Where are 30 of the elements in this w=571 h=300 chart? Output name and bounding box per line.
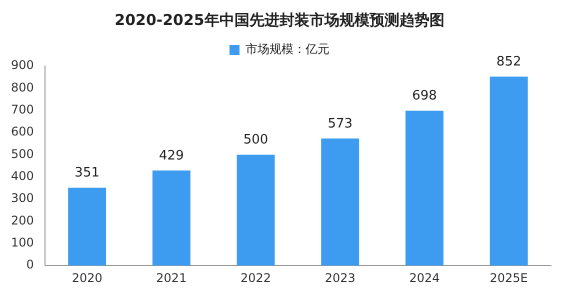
y-tick-label: 600 <box>11 124 34 139</box>
bar <box>152 170 190 266</box>
y-tick-label: 200 <box>11 213 34 228</box>
legend-label: 市场规模：亿元 <box>246 42 330 56</box>
x-tick-label: 2022 <box>240 270 272 285</box>
bar <box>236 154 275 266</box>
y-tick-label: 100 <box>11 236 34 250</box>
y-tick-label: 300 <box>11 191 34 206</box>
x-tick-label: 2020 <box>72 270 102 285</box>
data-label: 573 <box>328 116 353 132</box>
y-tick-label: 400 <box>11 169 34 184</box>
data-label: 698 <box>412 88 437 104</box>
data-label: 500 <box>243 132 268 148</box>
y-tick-label: 900 <box>11 58 34 72</box>
x-tick-label: 2024 <box>409 270 440 285</box>
bar <box>68 188 106 266</box>
y-tick-label: 700 <box>11 102 34 116</box>
data-label: 852 <box>496 54 522 70</box>
bar <box>406 110 444 266</box>
data-label: 351 <box>74 166 100 181</box>
y-tick-label: 0 <box>26 258 34 272</box>
bar <box>490 76 528 266</box>
data-label: 429 <box>159 148 184 164</box>
y-tick-label: 500 <box>11 146 34 161</box>
chart-title: 2020-2025年中国先进封装市场规模预测趋势图 <box>114 10 444 29</box>
x-tick-label: 2025E <box>490 270 528 285</box>
x-tick-label: 2023 <box>324 270 356 285</box>
x-tick-label: 2021 <box>156 270 187 285</box>
bar <box>321 138 360 266</box>
y-tick-label: 800 <box>11 80 34 94</box>
